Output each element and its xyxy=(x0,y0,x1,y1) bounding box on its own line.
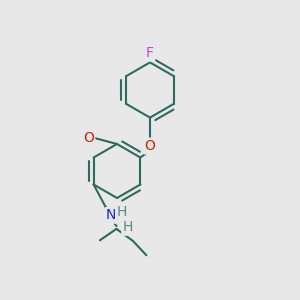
Text: O: O xyxy=(145,139,155,153)
Text: F: F xyxy=(146,46,154,60)
Text: O: O xyxy=(83,131,94,145)
Text: H: H xyxy=(123,220,133,234)
Text: N: N xyxy=(106,208,116,222)
Text: H: H xyxy=(116,205,127,219)
